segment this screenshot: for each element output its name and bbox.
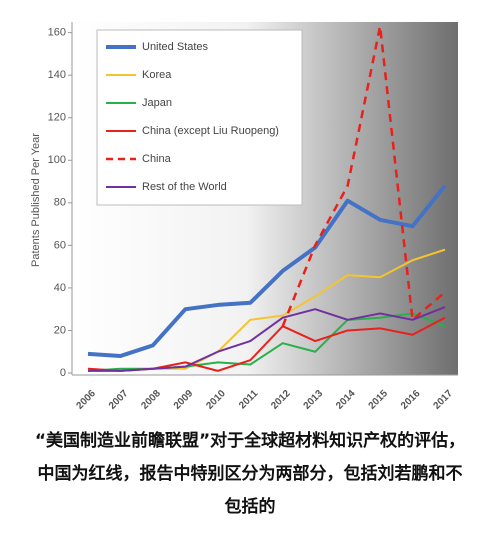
caption: “美国制造业前瞻联盟”对于全球超材料知识产权的评估，中国为红线，报告中特别区分为… [34, 431, 466, 517]
legend-label: China (except Liu Ruopeng) [142, 125, 279, 137]
legend-label: Rest of the World [142, 181, 227, 193]
y-tick-label: 0 [60, 367, 66, 379]
x-tick-label: 2007 [107, 388, 131, 412]
legend-label: United States [142, 41, 209, 53]
y-tick-label: 160 [48, 27, 66, 39]
series-line [87, 184, 447, 358]
x-tick-label: 2009 [172, 388, 196, 412]
y-axis-label: Patents Published Per Year [30, 133, 42, 267]
y-tick-label: 100 [48, 154, 66, 166]
y-tick-label: 140 [48, 69, 66, 81]
legend-label: Japan [142, 97, 172, 109]
x-tick-label: 2017 [431, 388, 455, 412]
y-tick-label: 20 [54, 324, 66, 336]
x-tick-label: 2012 [269, 388, 293, 412]
x-tick-label: 2008 [139, 388, 163, 412]
x-tick-label: 2013 [302, 388, 326, 412]
y-tick-label: 120 [48, 112, 66, 124]
legend-label: China [142, 153, 172, 165]
x-tick-label: 2016 [399, 388, 423, 412]
x-tick-label: 2006 [74, 388, 98, 412]
series-line [88, 306, 446, 372]
y-tick-label: 60 [54, 239, 66, 251]
x-tick-label: 2011 [237, 388, 260, 411]
x-tick-label: 2010 [204, 388, 228, 412]
chart: Patents Published Per Year 0 20 40 60 80 100 1… [30, 22, 458, 412]
x-tick-label: 2014 [334, 388, 358, 412]
legend-box [96, 29, 303, 206]
x-tick-label: 2015 [367, 388, 391, 412]
y-tick-label: 80 [54, 197, 66, 209]
series-line [281, 25, 446, 327]
legend-label: Korea [142, 69, 172, 81]
y-tick-label: 40 [54, 282, 66, 294]
